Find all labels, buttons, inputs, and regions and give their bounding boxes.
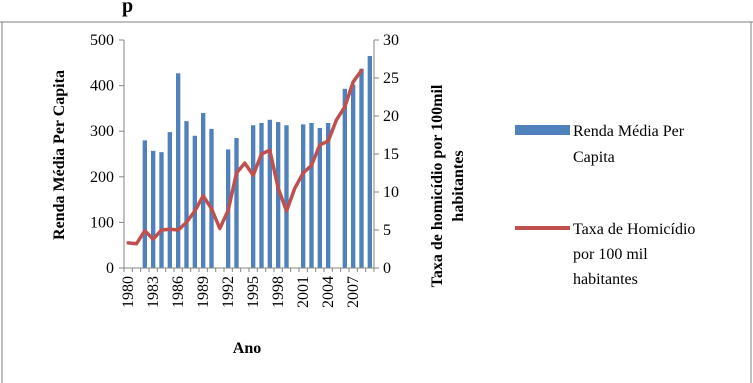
bar-renda-1997 xyxy=(267,119,272,268)
y-right-tick-label: 10 xyxy=(383,184,399,201)
bar-renda-2008 xyxy=(359,68,364,268)
bar-renda-2004 xyxy=(326,122,331,268)
bar-renda-1993 xyxy=(234,138,239,268)
legend-label-line-line1: Taxa de Homicídio xyxy=(573,221,695,238)
bar-renda-1985 xyxy=(167,132,172,268)
x-tick-label: 1980 xyxy=(120,276,137,308)
y-axis-left-title: Renda Média Per Capita xyxy=(51,70,68,240)
bar-renda-2006 xyxy=(342,88,347,269)
bar-renda-1998 xyxy=(276,122,281,268)
legend-label-bar-line2: Capita xyxy=(573,149,615,166)
axes: 0 100 200 300 400 500 0 5 10 15 20 25 30 1980 1983 1986… xyxy=(90,32,399,308)
x-tick-label: 2007 xyxy=(345,276,362,308)
bar-renda-1990 xyxy=(209,128,214,268)
y-right-tick-label: 15 xyxy=(383,146,399,163)
bar-renda-1983 xyxy=(151,150,156,268)
y-right-tick-label: 5 xyxy=(383,222,391,239)
y-left-tick-label: 100 xyxy=(90,214,114,231)
y-right-tick-label: 20 xyxy=(383,108,399,125)
x-tick-label: 1986 xyxy=(170,276,187,308)
line-homicidio xyxy=(126,68,364,246)
legend: Renda Média Per Capita Taxa de Homicídio… xyxy=(515,123,695,288)
bar-renda-1989 xyxy=(201,112,206,269)
y-right-tick-label: 0 xyxy=(383,260,391,277)
legend-label-bar-line1: Renda Média Per xyxy=(573,123,685,140)
bar-renda-1987 xyxy=(184,121,189,268)
y-right-tick-label: 30 xyxy=(383,32,399,49)
x-tick-label: 1992 xyxy=(220,276,237,308)
bar-renda-2003 xyxy=(317,128,322,268)
y-right-tick-label: 25 xyxy=(383,70,399,87)
y-left-tick-label: 500 xyxy=(90,32,114,49)
x-tick-label: 1989 xyxy=(195,276,212,308)
line-series xyxy=(126,68,364,246)
chart-title: p xyxy=(122,0,133,17)
bar-renda-2009 xyxy=(367,55,372,269)
x-tick-label: 1983 xyxy=(145,276,162,308)
frame-lines xyxy=(0,21,753,383)
x-tick-label: 2001 xyxy=(295,276,312,308)
y-axis-right-title-line2: habitantes xyxy=(450,150,467,221)
bar-renda-2002 xyxy=(309,122,314,268)
y-left-tick-label: 300 xyxy=(90,123,114,140)
bar-renda-1986 xyxy=(176,73,181,269)
bar-renda-1982 xyxy=(142,140,147,268)
x-tick-label: 2004 xyxy=(320,276,337,308)
bar-renda-2007 xyxy=(351,84,356,268)
legend-label-line-line2: por 100 mil xyxy=(573,246,648,263)
bar-renda-1995 xyxy=(251,125,256,268)
x-axis-title: Ano xyxy=(233,340,261,357)
bar-renda-1988 xyxy=(192,135,197,268)
x-tick-label: 1995 xyxy=(245,276,262,308)
bar-renda-1999 xyxy=(284,125,289,268)
y-axis-right-title-line1: Taxa de homicídio por 100mil xyxy=(429,84,446,287)
legend-label-line-line3: habitantes xyxy=(573,271,638,288)
legend-swatch-bar xyxy=(515,125,570,135)
x-tick-label: 1998 xyxy=(270,276,287,308)
bar-renda-2001 xyxy=(301,124,306,268)
y-left-tick-label: 400 xyxy=(90,78,114,95)
bar-renda-1996 xyxy=(259,122,264,268)
y-left-tick-label: 200 xyxy=(90,169,114,186)
bar-renda-1984 xyxy=(159,152,164,268)
y-left-tick-label: 0 xyxy=(106,260,114,277)
